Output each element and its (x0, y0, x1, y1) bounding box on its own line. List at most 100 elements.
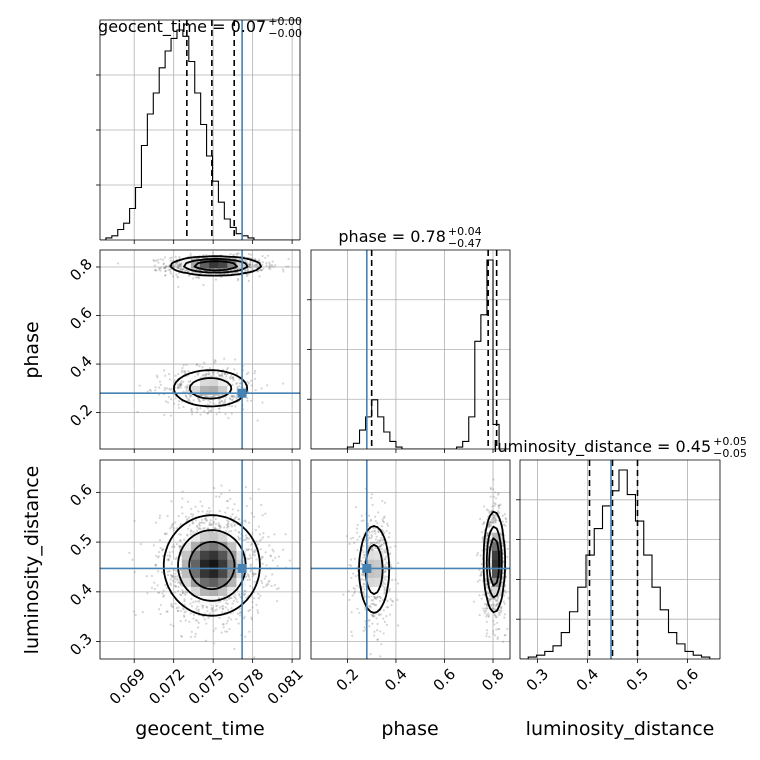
scatter-point (196, 609, 199, 612)
scatter-point (198, 365, 201, 368)
scatter-point (248, 262, 252, 266)
scatter-point (201, 606, 204, 609)
scatter-point (362, 545, 365, 548)
scatter-point (383, 620, 387, 623)
scatter-point (254, 573, 257, 576)
scatter-point (218, 401, 221, 404)
scatter-point (497, 509, 500, 513)
scatter-point (492, 513, 495, 517)
scatter-point (248, 557, 251, 560)
scatter-point (224, 606, 227, 609)
scatter-point (131, 558, 134, 561)
scatter-point (362, 573, 366, 576)
scatter-point (167, 557, 170, 561)
scatter-point (180, 382, 183, 386)
scatter-point (379, 596, 382, 600)
scatter-point (176, 276, 180, 279)
scatter-point (374, 596, 377, 599)
phase-y-tick-label: 0.4 (66, 352, 96, 382)
scatter-point (210, 523, 213, 526)
density-cell (190, 541, 201, 551)
scatter-point (231, 399, 234, 402)
scatter-point (212, 522, 215, 525)
scatter-point (164, 265, 167, 269)
scatter-point (229, 398, 232, 401)
scatter-point (194, 600, 197, 603)
scatter-point (164, 532, 167, 535)
scatter-point (176, 383, 179, 386)
luminosity-distance-y-tick-label: 0.4 (66, 580, 96, 610)
scatter-point (353, 587, 357, 590)
scatter-point (497, 493, 500, 496)
scatter-point (493, 623, 496, 626)
scatter-point (494, 597, 497, 601)
scatter-point (269, 554, 272, 557)
scatter-point (212, 629, 215, 632)
panel-title-text: phase = 0.78 (338, 227, 445, 246)
scatter-point (197, 610, 200, 614)
scatter-point (177, 515, 180, 518)
scatter-point (492, 619, 495, 622)
scatter-point (189, 602, 192, 605)
scatter-point (372, 602, 375, 605)
scatter-point (171, 550, 174, 553)
scatter-point (247, 371, 250, 374)
density-cell (236, 550, 246, 560)
scatter-point (194, 619, 197, 622)
scatter-point (362, 519, 365, 522)
scatter-point (197, 510, 200, 513)
scatter-point (199, 400, 202, 403)
scatter-point (271, 573, 274, 576)
scatter-point (237, 509, 240, 512)
scatter-point (270, 265, 273, 268)
scatter-point (352, 586, 355, 590)
scatter-point (388, 553, 391, 556)
scatter-point (497, 504, 500, 507)
scatter-point (192, 617, 195, 620)
scatter-point (496, 637, 499, 640)
scatter-point (214, 609, 217, 612)
density-cell (200, 559, 210, 569)
scatter-point (176, 574, 179, 578)
scatter-point (484, 607, 487, 610)
scatter-point (276, 599, 279, 603)
scatter-point (245, 372, 249, 376)
scatter-point (179, 539, 182, 542)
scatter-point (211, 251, 214, 255)
scatter-point (212, 371, 216, 374)
scatter-point (179, 583, 183, 587)
scatter-point (178, 383, 182, 386)
scatter-point (485, 508, 489, 511)
scatter-point (196, 276, 199, 279)
scatter-point (163, 388, 166, 392)
scatter-point (171, 605, 174, 609)
scatter-point (168, 378, 171, 381)
scatter-point (230, 530, 233, 533)
scatter-point (170, 575, 174, 578)
scatter-point (485, 603, 488, 606)
scatter-point (177, 264, 180, 268)
density-cell (190, 259, 201, 269)
scatter-point (390, 599, 394, 602)
scatter-point (367, 537, 370, 540)
panel-title-phase: phase = 0.78 +0.04−0.47 (338, 225, 481, 250)
scatter-point (178, 255, 181, 259)
scatter-point (178, 581, 182, 584)
scatter-point (382, 516, 386, 519)
scatter-point (229, 377, 232, 380)
scatter-point (179, 620, 182, 623)
scatter-point (376, 622, 379, 626)
density-cell (190, 550, 201, 560)
density-cell (200, 568, 210, 578)
scatter-point (505, 520, 508, 523)
scatter-point (179, 265, 182, 268)
scatter-point (269, 267, 272, 271)
scatter-point (492, 495, 496, 498)
scatter-point (255, 263, 259, 266)
scatter-point (492, 516, 496, 519)
scatter-point (350, 630, 353, 634)
scatter-point (237, 252, 240, 255)
scatter-point (176, 265, 179, 269)
scatter-point (232, 253, 235, 256)
density-cell (227, 541, 237, 551)
